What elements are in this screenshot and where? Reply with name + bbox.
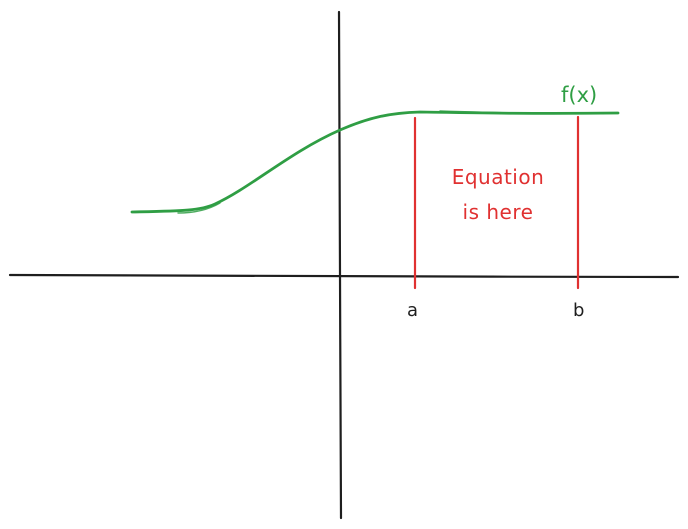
- equation-text-line-2: is here: [463, 200, 534, 224]
- function-curve: [130, 110, 620, 214]
- function-curve-overstroke: [177, 110, 531, 214]
- bound-a-label: a: [407, 300, 418, 321]
- y-axis: [337, 10, 343, 520]
- x-axis: [8, 273, 680, 279]
- bound-b-label: b: [573, 300, 584, 321]
- function-label: f(x): [561, 83, 597, 107]
- equation-text-line-1: Equation: [452, 165, 545, 189]
